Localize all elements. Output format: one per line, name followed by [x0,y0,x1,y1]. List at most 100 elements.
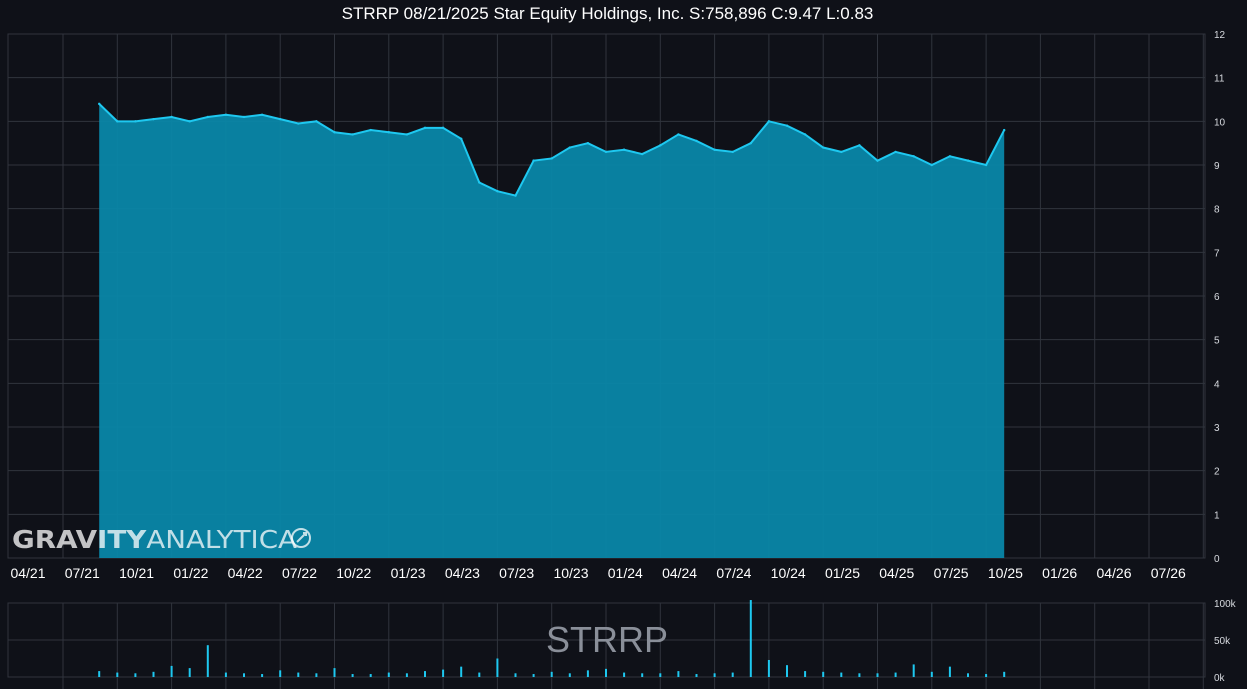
price-point-07/25 [984,163,988,167]
volume-bar-01/25 [876,673,879,677]
volume-bar-08/25 [1003,671,1006,677]
volume-bar-07/21 [116,672,119,677]
volume-bar-04/22 [279,670,282,677]
price-point-09/24 [803,133,807,136]
price-point-03/25 [912,155,915,158]
price-point-05/23 [514,194,517,197]
price-point-03/23 [478,181,481,184]
volume-bar-03/24 [695,674,698,677]
volume-bar-01/24 [659,673,662,677]
price-point-11/24 [840,150,843,154]
price-point-02/23 [460,137,463,140]
price-point-04/24 [713,148,716,151]
price-tick-label: 6 [1214,292,1220,303]
date-tick-label: 04/23 [445,565,480,581]
price-point-07/24 [767,120,771,123]
volume-bar-11/22 [405,673,408,677]
volume-bar-03/23 [478,672,481,677]
volume-bar-03/25 [912,664,915,677]
price-point-12/21 [206,115,209,119]
price-point-01/25 [876,159,879,162]
volume-bar-06/22 [315,673,318,677]
volume-bar-05/23 [514,673,517,677]
price-tick-label: 5 [1214,336,1220,347]
volume-bar-11/21 [188,668,191,677]
date-tick-label: 04/22 [228,565,263,581]
price-point-06/25 [966,159,970,162]
volume-bar-07/23 [550,671,553,677]
date-tick-label: 10/22 [336,565,371,581]
price-tick-label: 12 [1214,30,1226,41]
volume-bar-12/24 [858,673,861,677]
volume-bar-02/23 [460,666,463,677]
volume-bar-06/25 [967,673,969,677]
volume-bar-09/23 [586,670,589,677]
price-point-07/23 [550,157,553,160]
price-point-02/22 [242,115,246,119]
date-tick-label: 07/26 [1151,565,1186,581]
price-tick-label: 9 [1214,161,1220,172]
price-point-06/24 [749,141,752,145]
price-point-01/23 [441,126,445,130]
price-point-10/21 [170,115,173,119]
volume-bar-12/21 [206,645,209,677]
volume-tick-label: 100k [1214,599,1237,610]
volume-bar-06/21 [98,671,101,677]
price-point-06/21 [98,102,101,106]
rocket-icon [291,528,311,548]
volume-bar-01/22 [224,672,227,677]
watermark-bold: GRAVITY [12,525,147,554]
volume-bar-04/23 [496,658,499,677]
volume-bar-08/23 [568,673,571,677]
volume-bar-05/22 [297,672,300,677]
volume-bar-12/22 [424,671,426,677]
date-tick-label: 10/21 [119,565,154,581]
price-area-fill [99,103,1005,558]
price-tick-label: 7 [1214,248,1220,259]
price-tick-label: 1 [1214,510,1220,521]
price-point-03/22 [260,113,264,116]
price-point-10/24 [822,146,825,149]
volume-bar-10/21 [170,665,173,677]
price-point-11/22 [405,133,409,136]
volume-bar-07/22 [333,668,336,677]
volume-bar-10/23 [605,668,607,677]
price-tick-label: 10 [1214,117,1226,128]
gravity-analytica-logo: GRAVITY ANALYTICA [12,525,311,554]
date-tick-label: 07/23 [499,565,534,581]
volume-tick-label: 0k [1214,673,1226,684]
price-point-05/24 [731,150,734,154]
price-point-07/21 [116,120,119,123]
volume-bar-06/23 [532,674,535,677]
price-tick-label: 2 [1214,467,1220,478]
volume-tick-label: 50k [1214,636,1231,647]
price-tick-label: 0 [1214,554,1220,565]
volume-bar-05/25 [948,666,951,677]
price-point-04/25 [930,163,933,167]
price-point-06/22 [315,120,318,123]
price-point-03/24 [695,139,698,143]
volume-bar-01/23 [442,669,445,677]
price-point-09/21 [152,117,155,121]
price-point-09/23 [586,141,590,145]
volume-bar-09/21 [152,671,155,677]
date-tick-label: 04/25 [879,565,914,581]
date-tick-label: 01/25 [825,565,860,581]
price-area-group [98,102,1006,558]
price-point-09/22 [369,128,372,132]
volume-y-axis: 100k 50k 0k [1214,599,1237,684]
volume-bars [98,600,1006,677]
price-point-12/22 [423,126,427,130]
price-point-04/23 [496,190,499,193]
date-tick-label: 01/24 [608,565,643,581]
price-point-08/25 [1003,128,1006,132]
volume-bar-07/25 [985,674,988,677]
price-point-10/23 [604,150,608,154]
volume-bar-08/22 [351,674,354,677]
volume-bar-05/24 [731,672,734,677]
date-tick-label: 10/24 [771,565,806,581]
date-tick-label: 07/21 [65,565,100,581]
